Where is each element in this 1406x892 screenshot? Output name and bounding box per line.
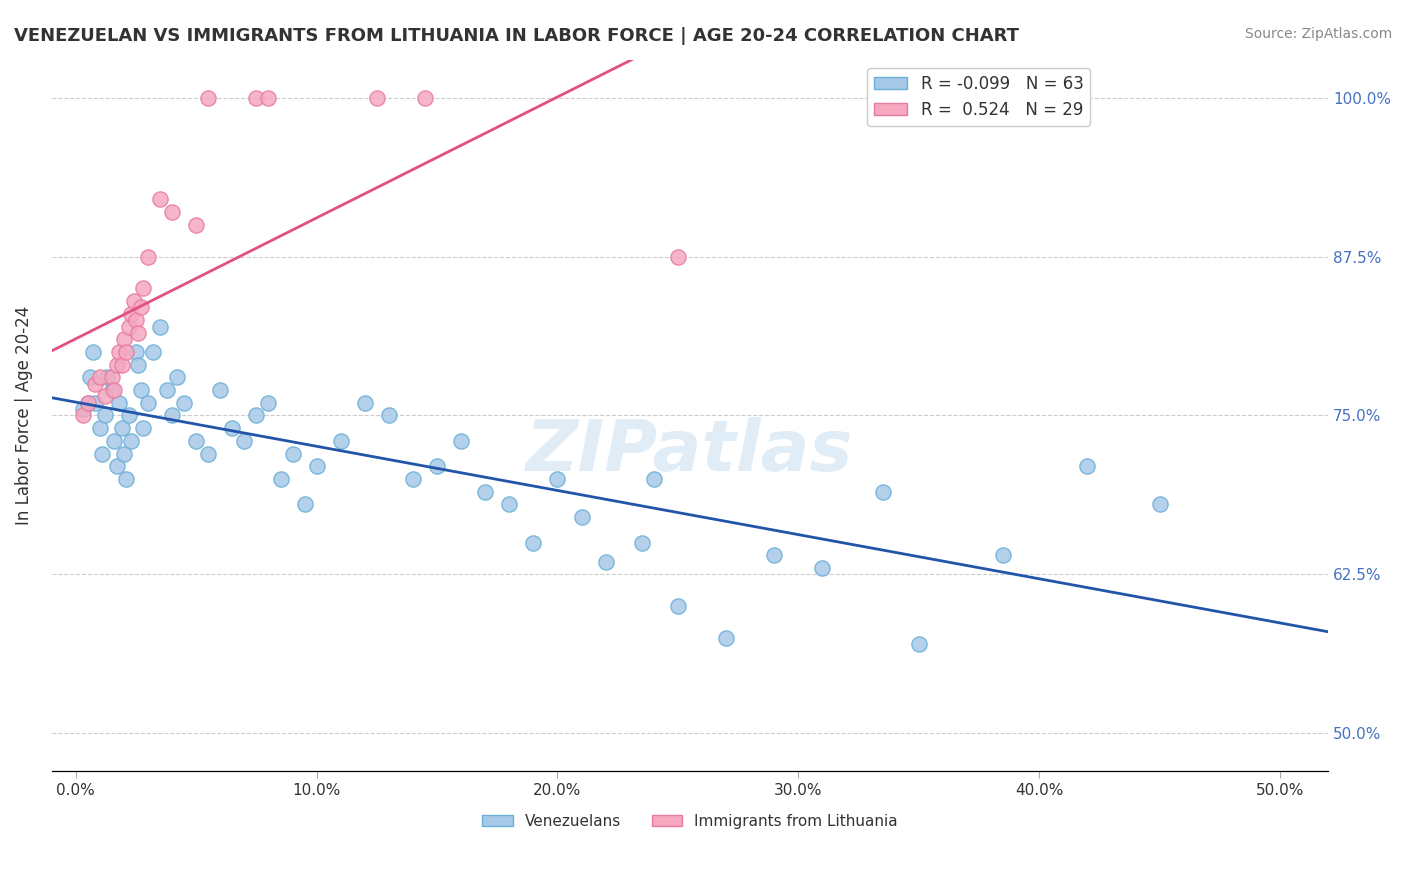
Point (378, 409, 401, 423)
Point (257, 396, 280, 410)
Point (127, 358, 149, 372)
Point (103, 434, 125, 448)
Point (571, 510, 593, 524)
Point (108, 396, 131, 410)
Point (643, 472, 665, 486)
Point (294, 498, 316, 512)
Point (110, 358, 132, 372)
Point (76, 396, 98, 410)
Y-axis label: In Labor Force | Age 20-24: In Labor Force | Age 20-24 (15, 306, 32, 525)
Point (136, 396, 159, 410)
Point (149, 319, 172, 334)
Point (666, 599, 689, 614)
Point (115, 472, 138, 486)
Point (907, 637, 929, 651)
Point (127, 326, 149, 340)
Point (166, 370, 188, 384)
Point (1076, 459, 1098, 474)
Point (82, 345, 104, 359)
Point (1149, 498, 1171, 512)
Point (281, 447, 304, 461)
Point (353, 396, 375, 410)
Point (129, 383, 152, 397)
Point (125, 313, 148, 327)
Point (245, 409, 267, 423)
Point (522, 535, 544, 549)
Point (186, 434, 208, 448)
Point (991, 549, 1014, 563)
Point (630, 535, 652, 549)
Point (91, 447, 114, 461)
Point (329, 434, 352, 448)
Point (595, 555, 617, 569)
Point (474, 484, 496, 499)
Point (305, 459, 328, 474)
Point (120, 307, 142, 321)
Point (221, 421, 243, 435)
Point (160, 409, 183, 423)
Point (666, 250, 689, 264)
Point (112, 332, 135, 346)
Point (118, 319, 141, 334)
Point (108, 345, 131, 359)
Point (115, 345, 138, 359)
Point (105, 358, 128, 372)
Point (122, 294, 145, 309)
Point (270, 472, 292, 486)
Point (714, 631, 737, 645)
Point (129, 301, 152, 315)
Point (142, 345, 165, 359)
Point (426, 459, 449, 474)
Point (149, 193, 172, 207)
Point (156, 383, 179, 397)
Point (125, 345, 148, 359)
Point (103, 383, 125, 397)
Point (105, 459, 128, 474)
Point (120, 434, 142, 448)
Point (763, 549, 786, 563)
Point (84, 376, 107, 391)
Point (186, 218, 208, 232)
Point (197, 91, 219, 105)
Point (872, 484, 894, 499)
Point (402, 472, 425, 486)
Point (811, 561, 834, 575)
Point (450, 434, 472, 448)
Point (110, 421, 132, 435)
Point (89, 421, 111, 435)
Point (136, 250, 159, 264)
Text: ZIPatlas: ZIPatlas (526, 417, 853, 485)
Point (498, 498, 520, 512)
Point (209, 383, 232, 397)
Point (93, 409, 115, 423)
Text: VENEZUELAN VS IMMIGRANTS FROM LITHUANIA IN LABOR FORCE | AGE 20-24 CORRELATION C: VENEZUELAN VS IMMIGRANTS FROM LITHUANIA … (14, 27, 1019, 45)
Point (245, 91, 267, 105)
Point (96, 370, 118, 384)
Point (233, 434, 256, 448)
Point (101, 383, 124, 397)
Text: Source: ZipAtlas.com: Source: ZipAtlas.com (1244, 27, 1392, 41)
Point (76, 396, 98, 410)
Point (197, 447, 219, 461)
Point (132, 421, 155, 435)
Point (93, 389, 115, 403)
Point (366, 91, 388, 105)
Point (173, 396, 195, 410)
Point (72, 402, 94, 417)
Point (160, 205, 183, 219)
Point (132, 281, 155, 295)
Point (101, 370, 124, 384)
Point (112, 447, 135, 461)
Point (257, 91, 280, 105)
Point (79, 370, 101, 384)
Point (72, 409, 94, 423)
Point (413, 91, 436, 105)
Point (84, 396, 107, 410)
Point (89, 370, 111, 384)
Legend: Venezuelans, Immigrants from Lithuania: Venezuelans, Immigrants from Lithuania (475, 807, 904, 835)
Point (118, 409, 141, 423)
Point (547, 472, 569, 486)
